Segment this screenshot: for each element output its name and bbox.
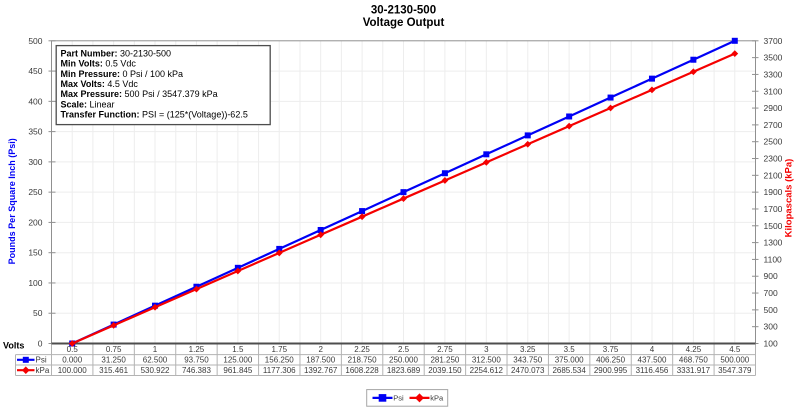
svg-text:Volts: Volts [3, 341, 24, 351]
svg-text:Max Volts: 4.5 Vdc: Max Volts: 4.5 Vdc [61, 79, 139, 89]
svg-text:2.75: 2.75 [437, 345, 453, 354]
svg-text:218.750: 218.750 [348, 355, 377, 364]
svg-text:300: 300 [28, 157, 42, 167]
svg-text:3.75: 3.75 [603, 345, 619, 354]
svg-text:746.383: 746.383 [182, 366, 211, 375]
svg-text:3100: 3100 [764, 86, 783, 96]
svg-text:1392.767: 1392.767 [304, 366, 338, 375]
svg-text:kPa: kPa [430, 394, 444, 403]
svg-text:Psi: Psi [36, 356, 47, 365]
svg-text:2.5: 2.5 [398, 345, 410, 354]
svg-text:1608.228: 1608.228 [345, 366, 379, 375]
svg-text:1.75: 1.75 [271, 345, 287, 354]
svg-text:1700: 1700 [764, 204, 783, 214]
svg-text:2700: 2700 [764, 120, 783, 130]
svg-text:2100: 2100 [764, 170, 783, 180]
svg-text:150: 150 [28, 248, 42, 258]
svg-text:Min Pressure: 0 Psi / 100 kPa: Min Pressure: 0 Psi / 100 kPa [61, 69, 184, 79]
svg-text:0: 0 [38, 339, 43, 349]
svg-text:312.500: 312.500 [472, 355, 501, 364]
svg-text:2900: 2900 [764, 103, 783, 113]
svg-text:1500: 1500 [764, 221, 783, 231]
svg-text:200: 200 [28, 217, 42, 227]
svg-text:Scale: Linear: Scale: Linear [61, 99, 115, 109]
svg-text:1.5: 1.5 [232, 345, 244, 354]
svg-text:315.461: 315.461 [99, 366, 128, 375]
svg-text:30-2130-500: 30-2130-500 [371, 5, 436, 17]
svg-text:437.500: 437.500 [638, 355, 667, 364]
svg-text:500: 500 [28, 36, 42, 46]
svg-text:3500: 3500 [764, 53, 783, 63]
svg-text:343.750: 343.750 [513, 355, 542, 364]
svg-text:Pounds Per Square Inch (Psi): Pounds Per Square Inch (Psi) [7, 138, 17, 264]
svg-text:156.250: 156.250 [265, 355, 294, 364]
svg-text:Min Volts: 0.5 Vdc: Min Volts: 0.5 Vdc [61, 59, 137, 69]
svg-text:100.000: 100.000 [58, 366, 87, 375]
svg-text:375.000: 375.000 [555, 355, 584, 364]
svg-text:500: 500 [764, 305, 778, 315]
svg-text:Transfer Function: PSI = (125*: Transfer Function: PSI = (125*(Voltage))… [61, 109, 248, 119]
svg-text:1900: 1900 [764, 187, 783, 197]
svg-text:4.25: 4.25 [686, 345, 702, 354]
svg-text:2470.073: 2470.073 [511, 366, 545, 375]
svg-text:1177.306: 1177.306 [263, 366, 296, 375]
svg-text:Psi: Psi [393, 394, 404, 403]
svg-text:2685.534: 2685.534 [552, 366, 586, 375]
svg-text:100: 100 [764, 339, 778, 349]
svg-text:4: 4 [650, 345, 655, 354]
svg-text:3700: 3700 [764, 36, 783, 46]
svg-text:4.5: 4.5 [729, 345, 741, 354]
svg-text:2254.612: 2254.612 [470, 366, 504, 375]
svg-text:250: 250 [28, 187, 42, 197]
svg-text:500.000: 500.000 [720, 355, 749, 364]
svg-text:900: 900 [764, 271, 778, 281]
svg-text:0.000: 0.000 [62, 355, 83, 364]
svg-text:3300: 3300 [764, 69, 783, 79]
svg-text:0.5: 0.5 [67, 345, 79, 354]
svg-text:0.75: 0.75 [106, 345, 122, 354]
svg-text:50: 50 [33, 308, 43, 318]
svg-text:1: 1 [153, 345, 158, 354]
svg-text:2.25: 2.25 [354, 345, 370, 354]
svg-text:2039.150: 2039.150 [428, 366, 462, 375]
svg-text:2900.995: 2900.995 [594, 366, 628, 375]
svg-text:350: 350 [28, 127, 42, 137]
svg-text:1100: 1100 [764, 254, 783, 264]
svg-text:1300: 1300 [764, 238, 783, 248]
svg-text:700: 700 [764, 288, 778, 298]
svg-text:3331.917: 3331.917 [677, 366, 711, 375]
svg-text:Part Number: 30-2130-500: Part Number: 30-2130-500 [61, 49, 172, 59]
svg-text:281.250: 281.250 [430, 355, 459, 364]
svg-text:406.250: 406.250 [596, 355, 625, 364]
svg-text:Voltage Output: Voltage Output [363, 17, 445, 29]
svg-text:62.500: 62.500 [143, 355, 168, 364]
svg-text:3547.379: 3547.379 [718, 366, 752, 375]
svg-text:961.845: 961.845 [223, 366, 252, 375]
svg-text:2500: 2500 [764, 137, 783, 147]
svg-text:Max Pressure: 500 Psi / 3547.3: Max Pressure: 500 Psi / 3547.379 kPa [61, 89, 218, 99]
svg-text:300: 300 [764, 322, 778, 332]
svg-text:468.750: 468.750 [679, 355, 708, 364]
svg-text:450: 450 [28, 66, 42, 76]
svg-text:1.25: 1.25 [189, 345, 205, 354]
svg-text:3: 3 [484, 345, 489, 354]
svg-text:100: 100 [28, 278, 42, 288]
svg-text:31.250: 31.250 [101, 355, 126, 364]
svg-text:3.5: 3.5 [564, 345, 576, 354]
svg-text:1823.689: 1823.689 [387, 366, 421, 375]
svg-text:187.500: 187.500 [306, 355, 335, 364]
svg-text:kPa: kPa [36, 366, 50, 375]
svg-text:2: 2 [318, 345, 323, 354]
svg-text:125.000: 125.000 [223, 355, 252, 364]
svg-text:250.000: 250.000 [389, 355, 418, 364]
svg-text:3116.456: 3116.456 [636, 366, 669, 375]
svg-text:2300: 2300 [764, 154, 783, 164]
svg-text:400: 400 [28, 96, 42, 106]
svg-text:93.750: 93.750 [184, 355, 209, 364]
svg-text:Kilopascals (kPa): Kilopascals (kPa) [784, 159, 795, 238]
svg-text:3.25: 3.25 [520, 345, 536, 354]
svg-text:530.922: 530.922 [141, 366, 170, 375]
